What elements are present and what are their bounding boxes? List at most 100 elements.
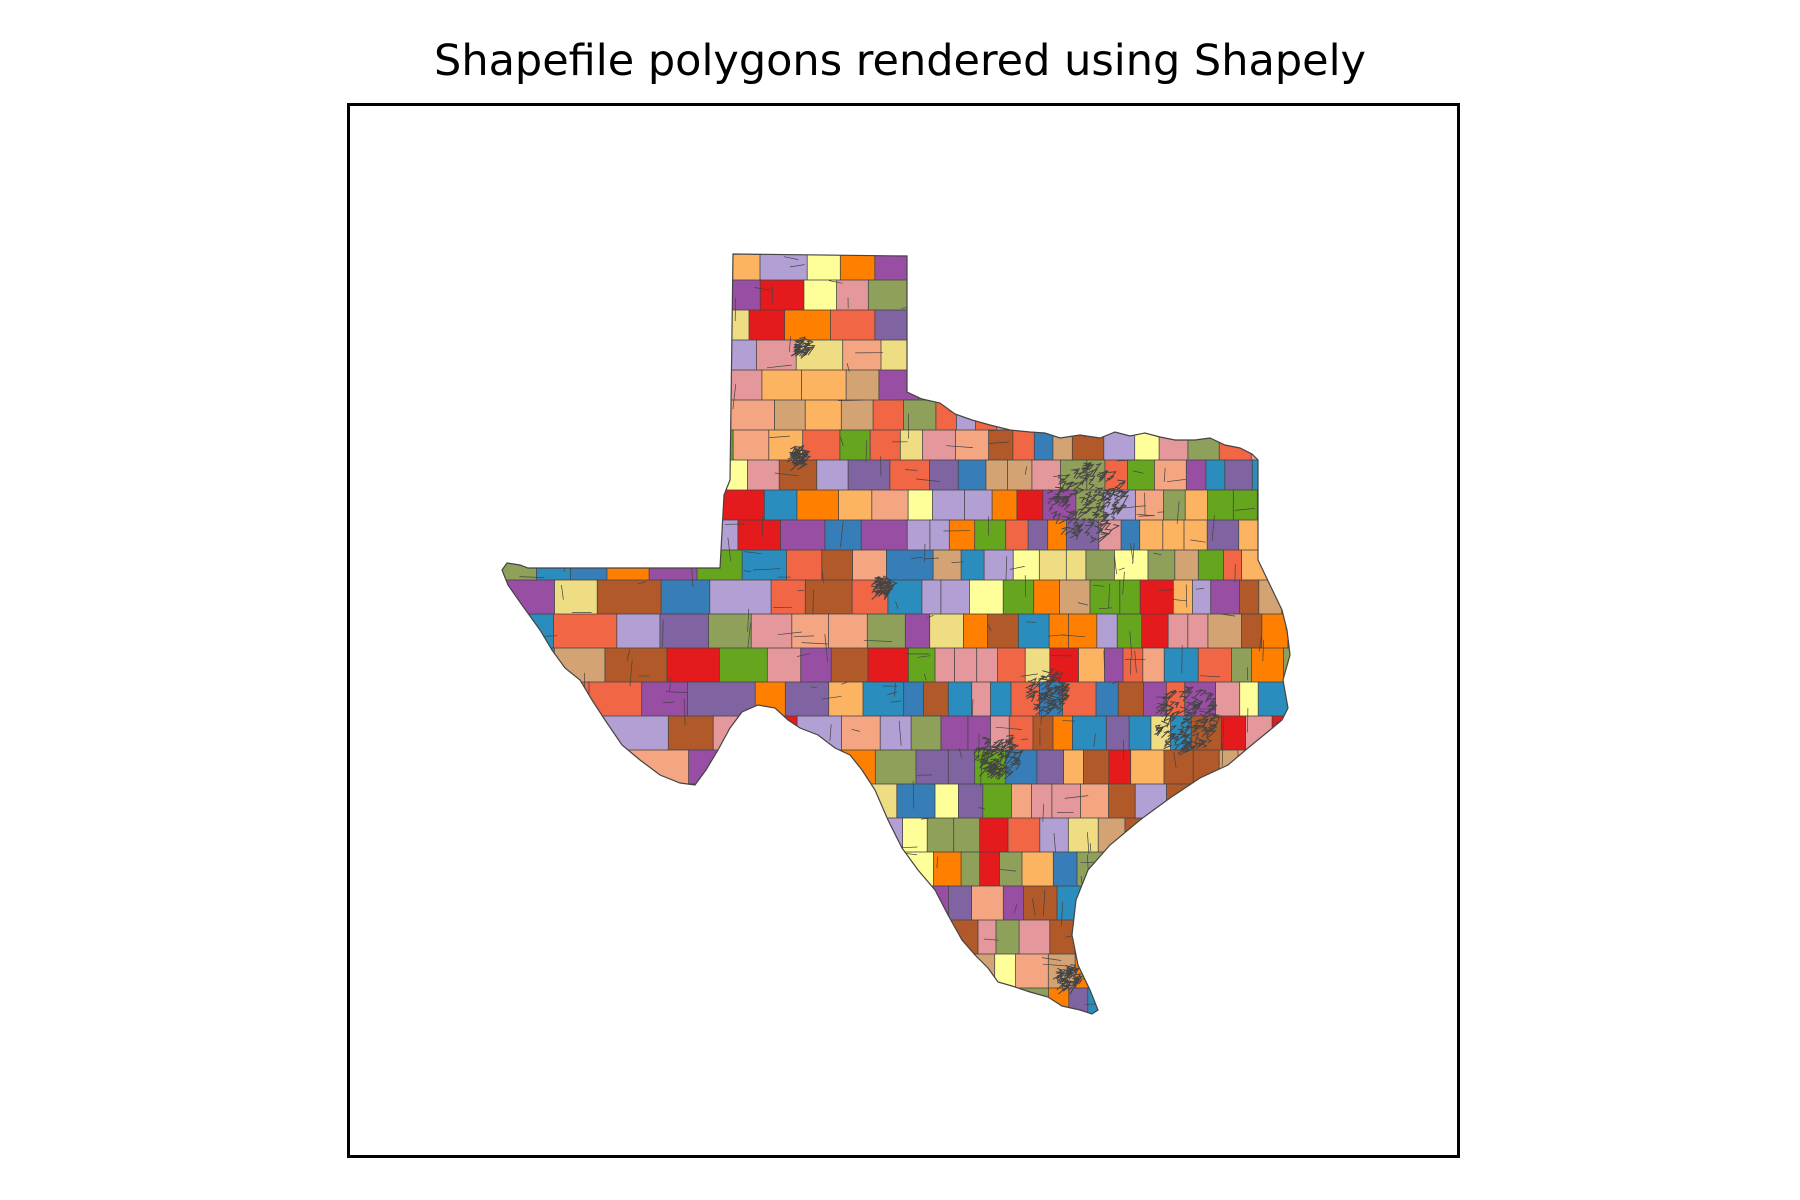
metro-cluster <box>790 336 816 359</box>
tract-polygon <box>806 254 842 281</box>
tract-boundary <box>988 441 1010 444</box>
urban-tract-boundary <box>1189 740 1199 750</box>
urban-tract-boundary <box>973 755 981 762</box>
urban-tract-boundary <box>1104 870 1112 880</box>
tract-boundary <box>617 941 622 959</box>
tract-polygon <box>872 399 905 431</box>
urban-tract-boundary <box>1187 711 1198 722</box>
tract-boundary <box>946 399 967 403</box>
tract-polygon <box>1144 399 1170 431</box>
tract-boundary <box>1133 281 1136 308</box>
tract-boundary <box>1108 583 1110 608</box>
tract-polygon <box>1063 749 1085 785</box>
tract-polygon <box>975 339 1010 371</box>
tract-polygon <box>1108 749 1132 785</box>
tract-polygon <box>878 369 920 401</box>
urban-tract-boundary <box>1043 691 1050 700</box>
urban-tract-boundary <box>1076 978 1083 985</box>
urban-tract-boundary <box>1075 522 1085 535</box>
tract-boundary <box>1024 575 1027 597</box>
tract-polygon <box>788 749 834 785</box>
tract-boundary <box>1264 260 1290 263</box>
urban-tract-boundary <box>1083 467 1089 474</box>
tract-boundary <box>871 854 884 856</box>
tract-polygon <box>598 715 670 751</box>
tract-boundary <box>1053 833 1056 853</box>
tract-polygon <box>1287 851 1290 887</box>
tract-polygon <box>747 459 781 491</box>
tract-polygon <box>845 369 880 401</box>
urban-tract-boundary <box>1185 720 1194 728</box>
urban-tract-boundary <box>1155 702 1164 709</box>
tract-polygon <box>1231 647 1253 683</box>
tract-boundary <box>803 781 825 785</box>
tract-boundary <box>743 570 751 572</box>
tract-boundary <box>994 1019 1014 1021</box>
tract-polygon <box>759 279 805 311</box>
tract-polygon <box>806 953 839 989</box>
tract-polygon <box>634 783 691 819</box>
tract-boundary <box>1129 631 1133 659</box>
tract-polygon <box>957 459 987 491</box>
tract-polygon <box>1008 715 1034 751</box>
tract-polygon <box>935 399 958 431</box>
urban-tract-boundary <box>1096 475 1105 483</box>
tract-boundary <box>632 961 657 964</box>
tract-polygon <box>1238 519 1260 551</box>
tract-boundary <box>519 576 545 578</box>
tract-polygon <box>641 681 689 717</box>
tract-polygon <box>502 429 544 461</box>
tract-polygon <box>886 987 925 1014</box>
tract-boundary <box>520 671 523 694</box>
tract-polygon <box>502 519 543 551</box>
tract-polygon <box>940 579 971 615</box>
tract-polygon <box>1275 459 1290 491</box>
urban-tract-boundary <box>1180 725 1186 730</box>
urban-tract-boundary <box>1062 481 1075 494</box>
tract-polygon <box>886 549 935 581</box>
urban-tract-boundary <box>1046 489 1054 494</box>
tract-polygon <box>1163 279 1194 311</box>
tract-polygon <box>1114 339 1138 371</box>
tract-boundary <box>522 770 525 783</box>
tract-polygon <box>1136 953 1164 989</box>
urban-tract-boundary <box>800 448 807 455</box>
tract-boundary <box>956 981 959 1007</box>
tract-boundary <box>571 809 598 813</box>
urban-tract-boundary <box>1062 474 1070 481</box>
tract-polygon <box>1147 549 1176 581</box>
tract-polygon <box>929 519 951 551</box>
urban-tract-boundary <box>1046 696 1056 705</box>
tract-polygon <box>923 987 954 1014</box>
urban-tract-boundary <box>1203 726 1208 731</box>
tract-boundary <box>812 589 814 615</box>
urban-tract-boundary <box>1097 858 1108 869</box>
tract-polygon <box>1220 369 1254 401</box>
tract-polygon <box>750 613 793 649</box>
tract-polygon <box>1049 919 1076 955</box>
tract-boundary <box>596 970 606 973</box>
urban-tract-boundary <box>1106 867 1114 872</box>
tract-boundary <box>983 938 999 941</box>
tract-boundary <box>1153 552 1162 556</box>
tract-polygon <box>870 919 913 955</box>
tract-boundary <box>614 503 629 505</box>
tract-polygon <box>821 549 854 581</box>
tract-polygon <box>1172 579 1194 615</box>
tract-polygon <box>1256 489 1283 521</box>
tract-boundary <box>564 792 573 796</box>
tract-polygon <box>1276 369 1290 401</box>
tract-polygon <box>1056 309 1080 341</box>
metro-cluster <box>871 575 898 601</box>
tract-boundary <box>709 975 712 1004</box>
urban-tract-boundary <box>1081 518 1087 523</box>
tract-polygon <box>502 817 557 853</box>
tract-polygon <box>581 519 616 551</box>
tract-polygon <box>698 399 732 431</box>
tract-polygon <box>671 309 715 341</box>
tract-polygon <box>1018 919 1051 955</box>
urban-tract-boundary <box>1192 700 1202 710</box>
tract-boundary <box>609 441 612 464</box>
tract-polygon <box>932 489 966 521</box>
tract-boundary <box>792 933 809 936</box>
